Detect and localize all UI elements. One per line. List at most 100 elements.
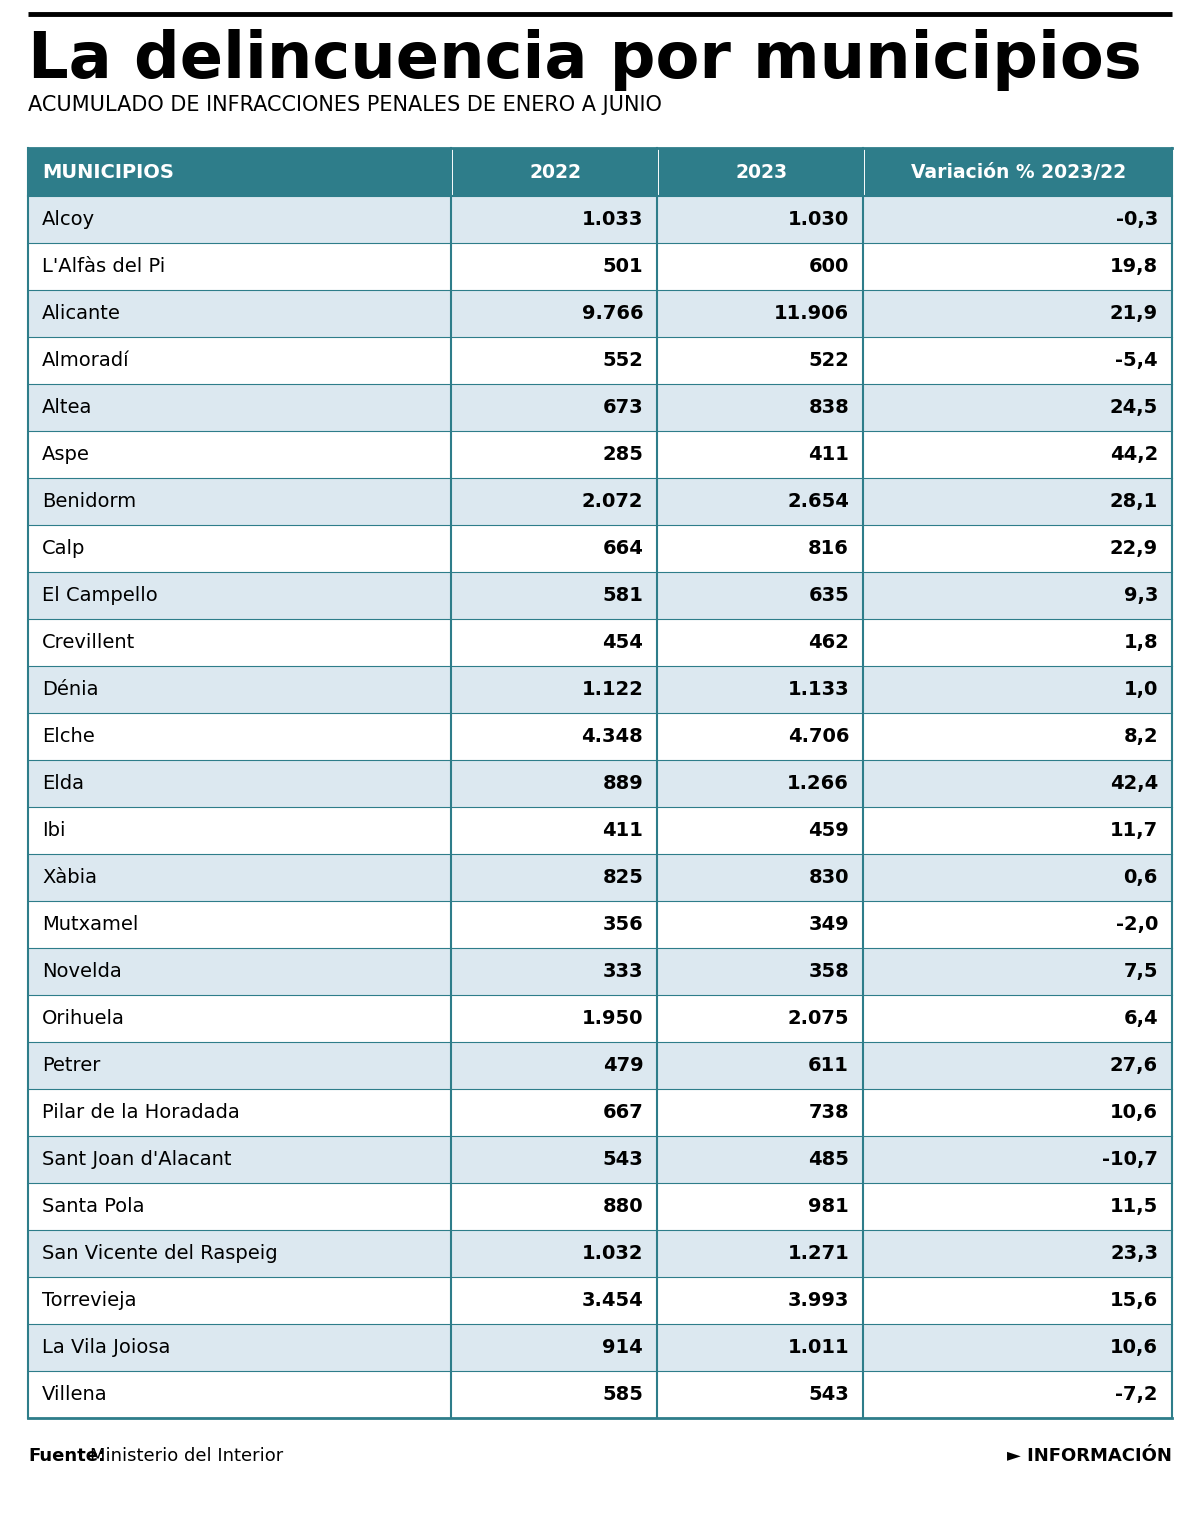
Text: 28,1: 28,1 xyxy=(1110,492,1158,512)
Text: 738: 738 xyxy=(809,1103,850,1121)
Bar xyxy=(863,1230,1172,1278)
Text: Crevillent: Crevillent xyxy=(42,633,136,653)
Text: 1.271: 1.271 xyxy=(787,1244,850,1262)
Bar xyxy=(28,1183,451,1230)
Text: 2.075: 2.075 xyxy=(787,1010,850,1028)
Bar xyxy=(863,1042,1172,1089)
Bar xyxy=(863,385,1172,430)
Bar xyxy=(28,337,451,385)
Bar xyxy=(863,1324,1172,1371)
Bar xyxy=(863,337,1172,385)
Bar xyxy=(658,619,863,666)
Bar xyxy=(863,430,1172,478)
Bar xyxy=(863,1089,1172,1137)
Text: 816: 816 xyxy=(809,539,850,558)
Bar xyxy=(28,994,451,1042)
Bar xyxy=(451,1042,658,1089)
Bar xyxy=(863,290,1172,337)
Text: Calp: Calp xyxy=(42,539,85,558)
Text: La delincuencia por municipios: La delincuencia por municipios xyxy=(28,29,1141,90)
Text: 27,6: 27,6 xyxy=(1110,1056,1158,1075)
Bar xyxy=(658,901,863,948)
Bar xyxy=(28,1042,451,1089)
Text: 349: 349 xyxy=(809,915,850,935)
Bar xyxy=(658,244,863,290)
Bar xyxy=(451,1278,658,1324)
Text: L'Alfàs del Pi: L'Alfàs del Pi xyxy=(42,257,166,276)
Bar xyxy=(28,149,451,196)
Bar xyxy=(28,853,451,901)
Text: Alcoy: Alcoy xyxy=(42,210,95,228)
Text: 2.654: 2.654 xyxy=(787,492,850,512)
Bar xyxy=(659,149,863,196)
Text: 664: 664 xyxy=(602,539,643,558)
Bar xyxy=(658,994,863,1042)
Bar xyxy=(28,1137,451,1183)
Text: 501: 501 xyxy=(602,257,643,276)
Text: 635: 635 xyxy=(809,587,850,605)
Bar xyxy=(451,430,658,478)
Bar xyxy=(658,1042,863,1089)
Bar xyxy=(863,571,1172,619)
Text: Elda: Elda xyxy=(42,774,84,794)
Text: 10,6: 10,6 xyxy=(1110,1337,1158,1357)
Bar xyxy=(451,385,658,430)
Bar xyxy=(865,149,1172,196)
Text: Benidorm: Benidorm xyxy=(42,492,136,512)
Text: 22,9: 22,9 xyxy=(1110,539,1158,558)
Text: Fuente:: Fuente: xyxy=(28,1448,106,1465)
Bar xyxy=(451,853,658,901)
Text: San Vicente del Raspeig: San Vicente del Raspeig xyxy=(42,1244,277,1262)
Bar xyxy=(658,1089,863,1137)
Bar xyxy=(863,196,1172,244)
Bar xyxy=(451,478,658,525)
Text: 462: 462 xyxy=(809,633,850,653)
Bar xyxy=(28,1089,451,1137)
Text: 411: 411 xyxy=(809,444,850,464)
Text: 585: 585 xyxy=(602,1385,643,1403)
Bar xyxy=(658,1230,863,1278)
Bar xyxy=(451,619,658,666)
Bar xyxy=(658,196,863,244)
Bar xyxy=(863,525,1172,571)
Bar xyxy=(451,1089,658,1137)
Text: 23,3: 23,3 xyxy=(1110,1244,1158,1262)
Text: 2.072: 2.072 xyxy=(582,492,643,512)
Bar xyxy=(451,1371,658,1419)
Bar xyxy=(658,571,863,619)
Bar xyxy=(863,1137,1172,1183)
Text: 1.033: 1.033 xyxy=(582,210,643,228)
Text: Dénia: Dénia xyxy=(42,680,98,699)
Text: 3.993: 3.993 xyxy=(787,1291,850,1310)
Text: 9.766: 9.766 xyxy=(582,303,643,323)
Bar xyxy=(658,1278,863,1324)
Text: 21,9: 21,9 xyxy=(1110,303,1158,323)
Bar xyxy=(451,244,658,290)
Bar xyxy=(28,196,451,244)
Text: 4.706: 4.706 xyxy=(787,728,850,746)
Text: El Campello: El Campello xyxy=(42,587,157,605)
Text: 600: 600 xyxy=(809,257,850,276)
Text: Torrevieja: Torrevieja xyxy=(42,1291,137,1310)
Bar xyxy=(863,712,1172,760)
Text: 889: 889 xyxy=(602,774,643,794)
Text: 19,8: 19,8 xyxy=(1110,257,1158,276)
Text: 522: 522 xyxy=(809,351,850,371)
Bar xyxy=(658,478,863,525)
Bar xyxy=(451,290,658,337)
Bar xyxy=(28,807,451,853)
Bar xyxy=(863,948,1172,994)
Text: 1.122: 1.122 xyxy=(581,680,643,699)
Bar xyxy=(28,1230,451,1278)
Bar xyxy=(863,1183,1172,1230)
Bar xyxy=(451,1230,658,1278)
Text: -2,0: -2,0 xyxy=(1116,915,1158,935)
Bar xyxy=(28,290,451,337)
Bar xyxy=(658,1183,863,1230)
Bar xyxy=(451,807,658,853)
Bar xyxy=(451,1183,658,1230)
Text: 10,6: 10,6 xyxy=(1110,1103,1158,1121)
Text: Novelda: Novelda xyxy=(42,962,121,980)
Bar xyxy=(451,571,658,619)
Bar xyxy=(658,430,863,478)
